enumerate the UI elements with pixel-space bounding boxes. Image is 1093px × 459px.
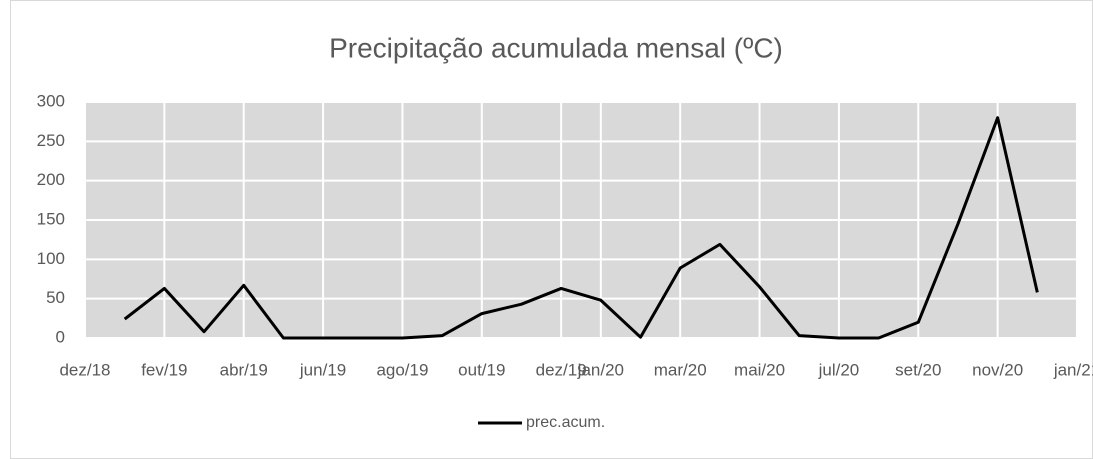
x-tick-label: fev/19: [141, 360, 187, 379]
x-tick-label: dez/18: [59, 360, 110, 379]
x-tick-label: ago/19: [376, 360, 428, 379]
x-tick-label: set/20: [895, 360, 941, 379]
x-tick-label: abr/19: [220, 360, 268, 379]
x-tick-label: jan/20: [577, 360, 624, 379]
x-tick-label: jan/21: [1053, 360, 1093, 379]
y-tick-label: 300: [37, 91, 65, 110]
x-tick-label: out/19: [458, 360, 505, 379]
x-tick-label: mar/20: [654, 360, 707, 379]
y-tick-label: 0: [56, 327, 65, 346]
y-tick-label: 50: [46, 288, 65, 307]
y-tick-label: 150: [37, 209, 65, 228]
chart-title: Precipitação acumulada mensal (ºC): [329, 32, 783, 63]
x-tick-label: jun/19: [299, 360, 346, 379]
x-tick-label: mai/20: [734, 360, 785, 379]
y-tick-label: 250: [37, 131, 65, 150]
data-line: [123, 116, 1039, 340]
x-tick-label: jul/20: [818, 360, 860, 379]
x-tick-label: nov/20: [972, 360, 1023, 379]
legend-label: prec.acum.: [526, 414, 605, 431]
y-tick-label: 100: [37, 249, 65, 268]
y-tick-label: 200: [37, 170, 65, 189]
x-tick-label: dez/19: [536, 360, 587, 379]
